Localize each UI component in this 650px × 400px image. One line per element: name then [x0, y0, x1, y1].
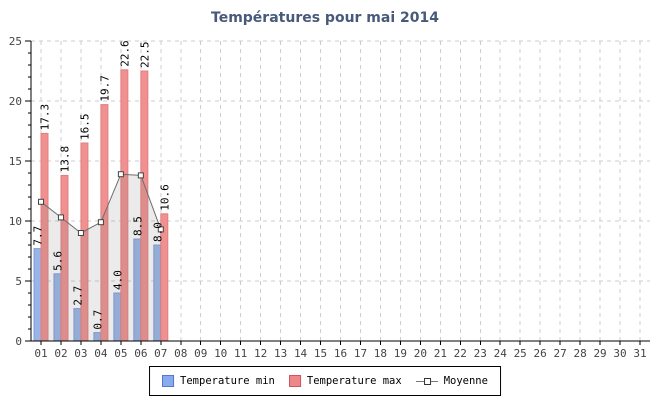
max-bar-label-day-04: 19.7: [98, 75, 111, 101]
max-bar-label-day-03: 16.5: [78, 114, 91, 141]
x-tick-label-25: 25: [514, 347, 527, 360]
min-bar-day-01: [33, 248, 42, 342]
moyenne-marker-day-01: [38, 198, 44, 205]
y-tick-label: 5: [15, 275, 22, 288]
x-tick-label-22: 22: [454, 347, 467, 360]
moyenne-marker-day-06: [137, 172, 144, 179]
x-tick-label-18: 18: [374, 347, 387, 360]
max-bar-label-day-05: 22.6: [118, 40, 131, 67]
x-tick-label-17: 17: [354, 347, 367, 360]
moyenne-marker-day-05: [117, 171, 124, 178]
max-bar-label-day-02: 13.8: [58, 146, 71, 173]
x-tick-label-13: 13: [274, 347, 287, 360]
moyenne-marker-day-07: [157, 226, 164, 233]
x-tick-label-04: 04: [94, 347, 108, 360]
moyenne-marker-day-03: [77, 230, 84, 236]
x-tick-label-01: 01: [34, 347, 47, 360]
x-tick-label-05: 05: [114, 347, 127, 360]
y-tick-label: 15: [9, 155, 22, 168]
y-tick-label: 20: [9, 95, 22, 108]
max-bar-label-day-06: 22.5: [138, 42, 151, 69]
max-bar-label-day-07: 10.6: [158, 184, 171, 211]
y-tick-label: 0: [15, 335, 22, 348]
y-tick-label: 25: [9, 35, 22, 48]
min-bar-label-day-04: 0.7: [91, 310, 104, 330]
x-tick-label-11: 11: [234, 347, 247, 360]
legend-swatch-max-icon: [288, 375, 301, 387]
x-tick-label-16: 16: [334, 347, 347, 360]
chart-legend: Temperature min Temperature max Moyenne: [149, 366, 501, 396]
moyenne-area: [41, 174, 161, 341]
x-tick-label-10: 10: [214, 347, 227, 360]
chart-title: Températures pour mai 2014: [211, 10, 439, 26]
min-bar-label-day-02: 5.6: [51, 251, 64, 271]
x-tick-label-23: 23: [474, 347, 487, 360]
legend-swatch-min-icon: [162, 375, 175, 387]
min-bar-label-day-05: 4.0: [111, 270, 124, 290]
x-tick-label-06: 06: [134, 347, 147, 360]
min-bar-label-day-01: 7.7: [32, 226, 45, 246]
x-tick-label-08: 08: [174, 347, 187, 360]
legend-label-moyenne: Moyenne: [443, 375, 488, 387]
x-tick-label-30: 30: [613, 347, 626, 360]
min-bar-label-day-07: 8.0: [151, 222, 164, 242]
x-tick-label-09: 09: [194, 347, 207, 360]
x-tick-label-27: 27: [554, 347, 567, 360]
x-tick-label-29: 29: [593, 347, 606, 360]
min-bar-label-day-03: 2.7: [71, 286, 84, 306]
moyenne-marker-day-04: [97, 219, 104, 226]
min-bar-label-day-06: 8.5: [131, 216, 144, 236]
x-tick-label-07: 07: [154, 347, 167, 360]
x-tick-label-15: 15: [314, 347, 327, 360]
x-tick-label-26: 26: [534, 347, 547, 360]
max-bar-label-day-01: 17.3: [39, 104, 52, 131]
x-tick-label-14: 14: [294, 347, 308, 360]
x-tick-label-24: 24: [494, 347, 508, 360]
x-tick-label-20: 20: [414, 347, 427, 360]
x-tick-label-12: 12: [254, 347, 267, 360]
x-tick-label-31: 31: [633, 347, 646, 360]
x-tick-label-02: 02: [54, 347, 67, 360]
moyenne-marker-day-02: [57, 214, 64, 221]
x-tick-label-28: 28: [573, 347, 586, 360]
legend-label-min: Temperature min: [180, 375, 275, 387]
legend-moyenne-line-icon: [415, 377, 438, 385]
y-tick-label: 10: [9, 215, 22, 228]
x-tick-label-03: 03: [74, 347, 87, 360]
x-tick-label-19: 19: [394, 347, 407, 360]
legend-label-max: Temperature max: [306, 375, 402, 387]
x-tick-label-21: 21: [434, 347, 447, 360]
